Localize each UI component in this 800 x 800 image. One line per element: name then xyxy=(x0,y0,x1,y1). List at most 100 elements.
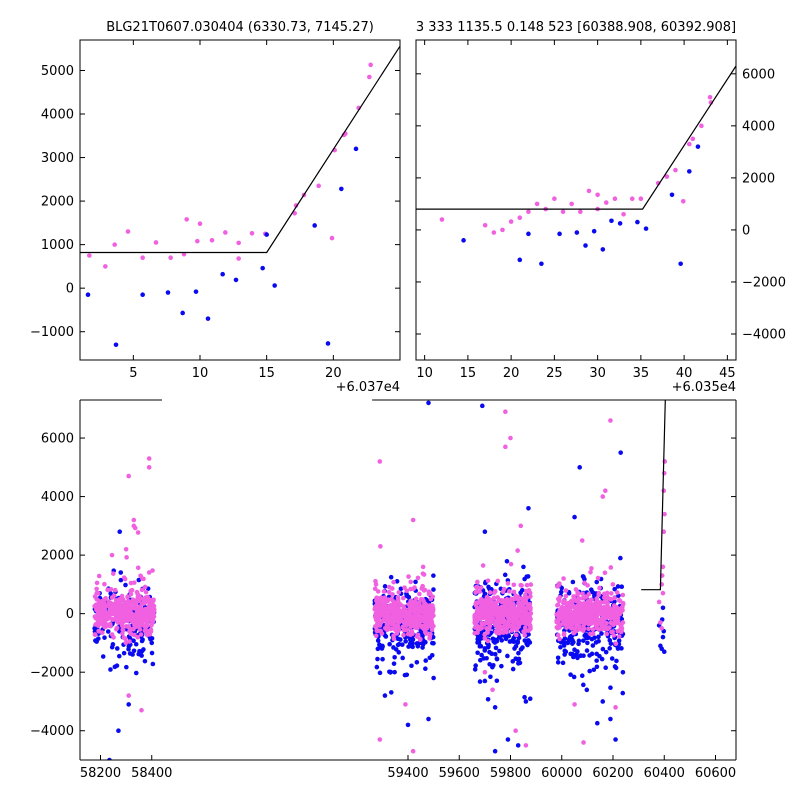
data-point-a xyxy=(539,261,544,267)
data-point-b xyxy=(131,517,137,523)
data-point-a xyxy=(391,661,397,666)
data-point-b xyxy=(620,600,626,606)
data-point-a xyxy=(482,648,488,653)
data-point-a xyxy=(575,649,580,654)
data-point-a xyxy=(133,641,139,647)
data-point-b xyxy=(506,589,512,594)
data-point-a xyxy=(660,605,666,611)
x-tick-label: 59400 xyxy=(387,766,428,781)
data-point-b xyxy=(398,602,403,607)
data-point-a xyxy=(123,582,128,588)
data-point-b xyxy=(607,625,612,630)
data-point-b xyxy=(146,628,151,634)
data-point-b xyxy=(561,598,567,604)
y-tick-label: 6000 xyxy=(41,432,74,447)
x-tick-label: 59600 xyxy=(439,766,480,781)
data-point-a xyxy=(114,646,120,651)
data-point-b xyxy=(482,222,488,228)
data-point-a xyxy=(635,219,640,225)
data-point-b xyxy=(573,613,578,618)
data-point-b xyxy=(603,624,608,630)
data-point-a xyxy=(523,699,529,704)
data-point-b xyxy=(143,614,149,620)
data-point-a xyxy=(557,231,562,237)
data-point-b xyxy=(525,588,531,594)
data-point-a xyxy=(139,653,144,658)
data-point-b xyxy=(128,580,134,586)
data-point-b xyxy=(527,606,533,611)
data-point-a xyxy=(109,644,115,650)
data-point-a xyxy=(473,663,478,668)
y-tick-label: 3000 xyxy=(41,151,74,166)
data-point-b xyxy=(572,702,577,707)
data-point-a xyxy=(395,636,401,642)
data-point-b xyxy=(578,607,583,613)
data-point-b xyxy=(390,592,395,597)
x-tick-label: 35 xyxy=(633,366,650,381)
x-tick-label: 45 xyxy=(719,366,736,381)
data-point-a xyxy=(124,664,129,670)
data-point-a xyxy=(480,403,485,409)
data-point-b xyxy=(249,231,255,236)
data-point-b xyxy=(524,595,530,601)
data-point-a xyxy=(616,638,622,643)
data-point-b xyxy=(491,230,497,235)
data-point-b xyxy=(596,592,602,598)
data-point-b xyxy=(578,209,583,215)
data-point-a xyxy=(487,649,492,655)
data-point-b xyxy=(594,596,599,602)
data-point-b xyxy=(608,418,613,423)
data-point-b xyxy=(597,585,602,591)
data-point-a xyxy=(619,584,625,589)
data-point-b xyxy=(129,615,134,621)
data-point-a xyxy=(380,656,385,662)
data-point-a xyxy=(114,663,120,668)
data-point-b xyxy=(127,629,132,634)
data-point-b xyxy=(575,598,580,604)
data-point-b xyxy=(374,595,380,601)
data-point-a xyxy=(478,636,484,641)
data-point-b xyxy=(480,563,486,568)
data-point-b xyxy=(409,628,415,634)
data-point-b xyxy=(108,586,114,592)
data-point-b xyxy=(580,591,585,596)
data-point-b xyxy=(112,605,118,610)
data-point-a xyxy=(583,632,588,637)
data-point-b xyxy=(375,589,381,594)
axis-frame xyxy=(79,39,401,361)
data-point-a xyxy=(513,656,519,661)
data-point-b xyxy=(137,627,143,632)
data-point-b xyxy=(564,610,570,616)
data-point-b xyxy=(629,196,635,201)
data-point-b xyxy=(472,630,477,636)
data-point-b xyxy=(503,444,508,450)
data-point-b xyxy=(615,629,621,634)
data-point-b xyxy=(127,639,132,644)
data-point-b xyxy=(604,631,610,637)
x-tick-label: 60600 xyxy=(695,766,736,781)
data-point-b xyxy=(519,615,524,621)
data-point-b xyxy=(114,611,120,617)
data-point-b xyxy=(400,595,406,601)
data-point-b xyxy=(528,616,533,622)
data-point-b xyxy=(485,578,491,583)
data-point-b xyxy=(523,610,528,615)
data-point-a xyxy=(118,570,124,575)
data-point-a xyxy=(102,635,107,640)
data-point-b xyxy=(383,626,389,631)
data-point-b xyxy=(138,632,144,637)
data-point-b xyxy=(101,603,107,608)
data-point-b xyxy=(664,174,670,179)
data-point-b xyxy=(374,628,380,634)
data-point-a xyxy=(382,584,388,589)
data-point-a xyxy=(517,660,523,666)
data-point-a xyxy=(612,664,618,669)
data-point-a xyxy=(614,658,619,664)
y-tick-label: −2000 xyxy=(742,275,786,290)
data-point-a xyxy=(107,757,112,760)
data-point-b xyxy=(588,570,593,575)
data-point-b xyxy=(491,595,497,601)
data-point-b xyxy=(524,582,530,588)
data-point-a xyxy=(272,283,277,288)
data-point-b xyxy=(660,564,666,570)
